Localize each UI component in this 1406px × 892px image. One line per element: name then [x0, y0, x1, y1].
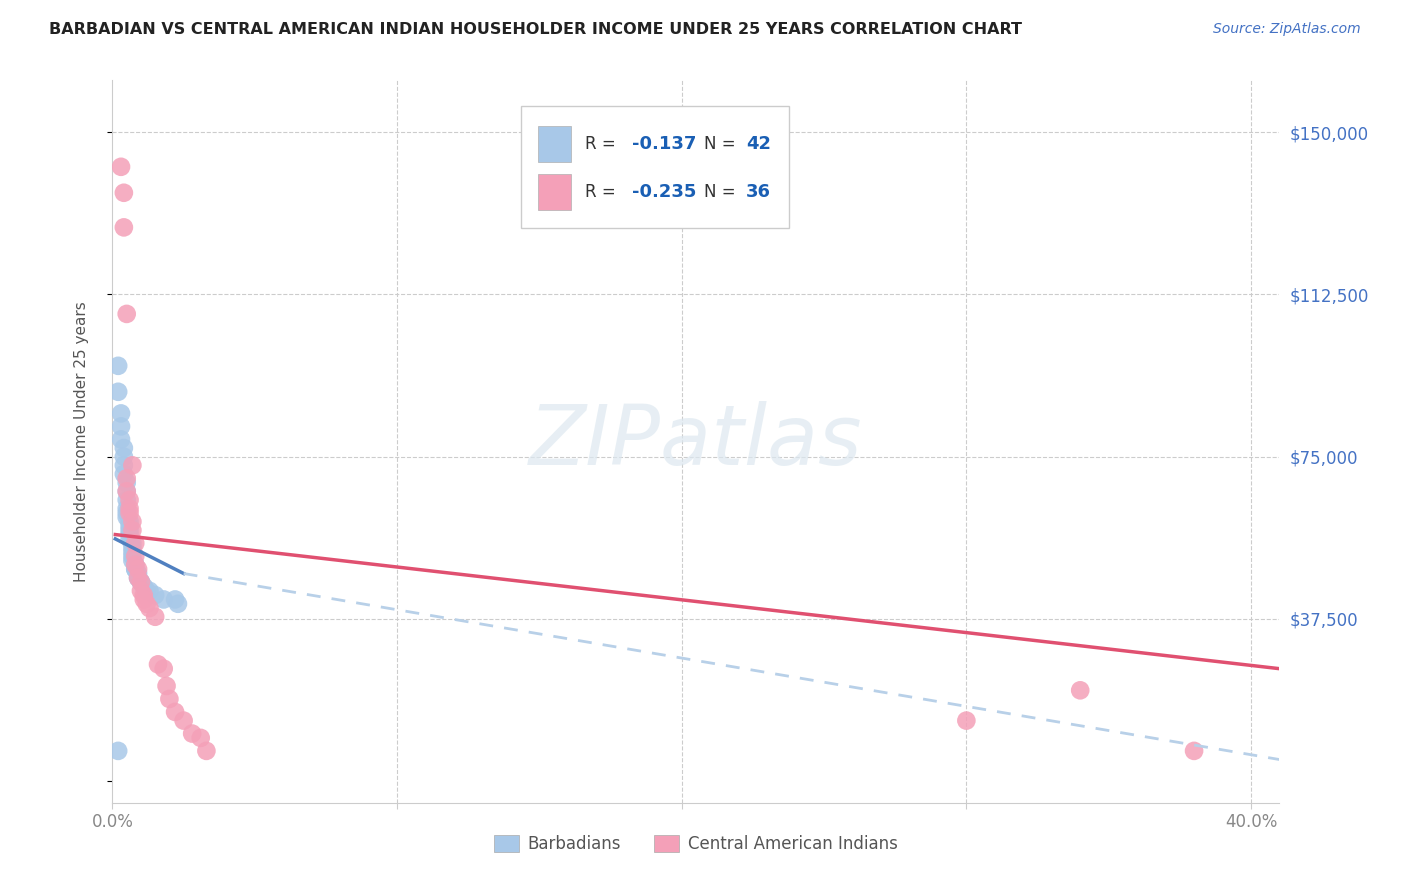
Point [155, 679, 177, 693]
Point [127, 571, 149, 585]
Point [112, 467, 135, 481]
Point [135, 597, 157, 611]
Point [124, 536, 146, 550]
Point [121, 515, 143, 529]
Point [152, 592, 174, 607]
Point [112, 220, 135, 235]
Point [173, 714, 195, 728]
Text: N =: N = [704, 183, 741, 202]
Point [157, 692, 180, 706]
Point [121, 545, 143, 559]
Point [118, 523, 141, 537]
Text: ZIPatlas: ZIPatlas [529, 401, 863, 482]
Text: Source: ZipAtlas.com: Source: ZipAtlas.com [1213, 22, 1361, 37]
Point [132, 592, 155, 607]
Point [118, 501, 141, 516]
Point [127, 562, 149, 576]
Point [195, 744, 218, 758]
Point [167, 597, 190, 611]
Point [124, 549, 146, 564]
Point [121, 536, 143, 550]
Point [115, 475, 138, 490]
Point [110, 160, 132, 174]
Point [115, 501, 138, 516]
Point [181, 726, 204, 740]
Point [115, 510, 138, 524]
Point [115, 307, 138, 321]
Point [152, 662, 174, 676]
Point [112, 186, 135, 200]
Point [118, 532, 141, 546]
Point [118, 492, 141, 507]
Point [110, 406, 132, 420]
Point [121, 541, 143, 555]
Point [124, 562, 146, 576]
Point [121, 549, 143, 564]
Point [112, 450, 135, 464]
Point [127, 571, 149, 585]
Point [955, 714, 977, 728]
Text: N =: N = [704, 135, 741, 153]
Point [118, 519, 141, 533]
Point [165, 592, 187, 607]
Point [107, 359, 129, 373]
Point [138, 601, 160, 615]
Point [1182, 744, 1205, 758]
Point [129, 575, 152, 590]
Legend: Barbadians, Central American Indians: Barbadians, Central American Indians [488, 828, 904, 860]
Point [124, 562, 146, 576]
Point [112, 441, 135, 455]
Point [1069, 683, 1091, 698]
Point [129, 575, 152, 590]
Text: 42: 42 [747, 135, 770, 153]
Point [138, 583, 160, 598]
Point [132, 588, 155, 602]
FancyBboxPatch shape [538, 174, 571, 211]
FancyBboxPatch shape [538, 126, 571, 162]
Text: -0.137: -0.137 [631, 135, 696, 153]
Point [127, 566, 149, 581]
Point [118, 527, 141, 541]
Point [129, 583, 152, 598]
Point [124, 558, 146, 572]
Point [127, 571, 149, 585]
Point [132, 579, 155, 593]
Point [115, 492, 138, 507]
Point [143, 609, 166, 624]
Point [110, 433, 132, 447]
Point [124, 558, 146, 572]
Point [107, 744, 129, 758]
Point [135, 583, 157, 598]
Point [121, 458, 143, 473]
FancyBboxPatch shape [520, 105, 789, 228]
Point [118, 515, 141, 529]
Point [107, 384, 129, 399]
Point [129, 575, 152, 590]
Point [115, 484, 138, 499]
Point [143, 588, 166, 602]
Text: -0.235: -0.235 [631, 183, 696, 202]
Point [165, 705, 187, 719]
Point [121, 553, 143, 567]
Point [124, 558, 146, 572]
Point [115, 506, 138, 520]
Point [146, 657, 169, 672]
Text: BARBADIAN VS CENTRAL AMERICAN INDIAN HOUSEHOLDER INCOME UNDER 25 YEARS CORRELATI: BARBADIAN VS CENTRAL AMERICAN INDIAN HOU… [49, 22, 1022, 37]
Point [118, 506, 141, 520]
Point [112, 458, 135, 473]
Text: R =: R = [585, 135, 621, 153]
Y-axis label: Householder Income Under 25 years: Householder Income Under 25 years [75, 301, 89, 582]
Text: 36: 36 [747, 183, 770, 202]
Point [121, 523, 143, 537]
Text: R =: R = [585, 183, 621, 202]
Point [110, 419, 132, 434]
Point [115, 484, 138, 499]
Point [115, 471, 138, 485]
Point [190, 731, 212, 745]
